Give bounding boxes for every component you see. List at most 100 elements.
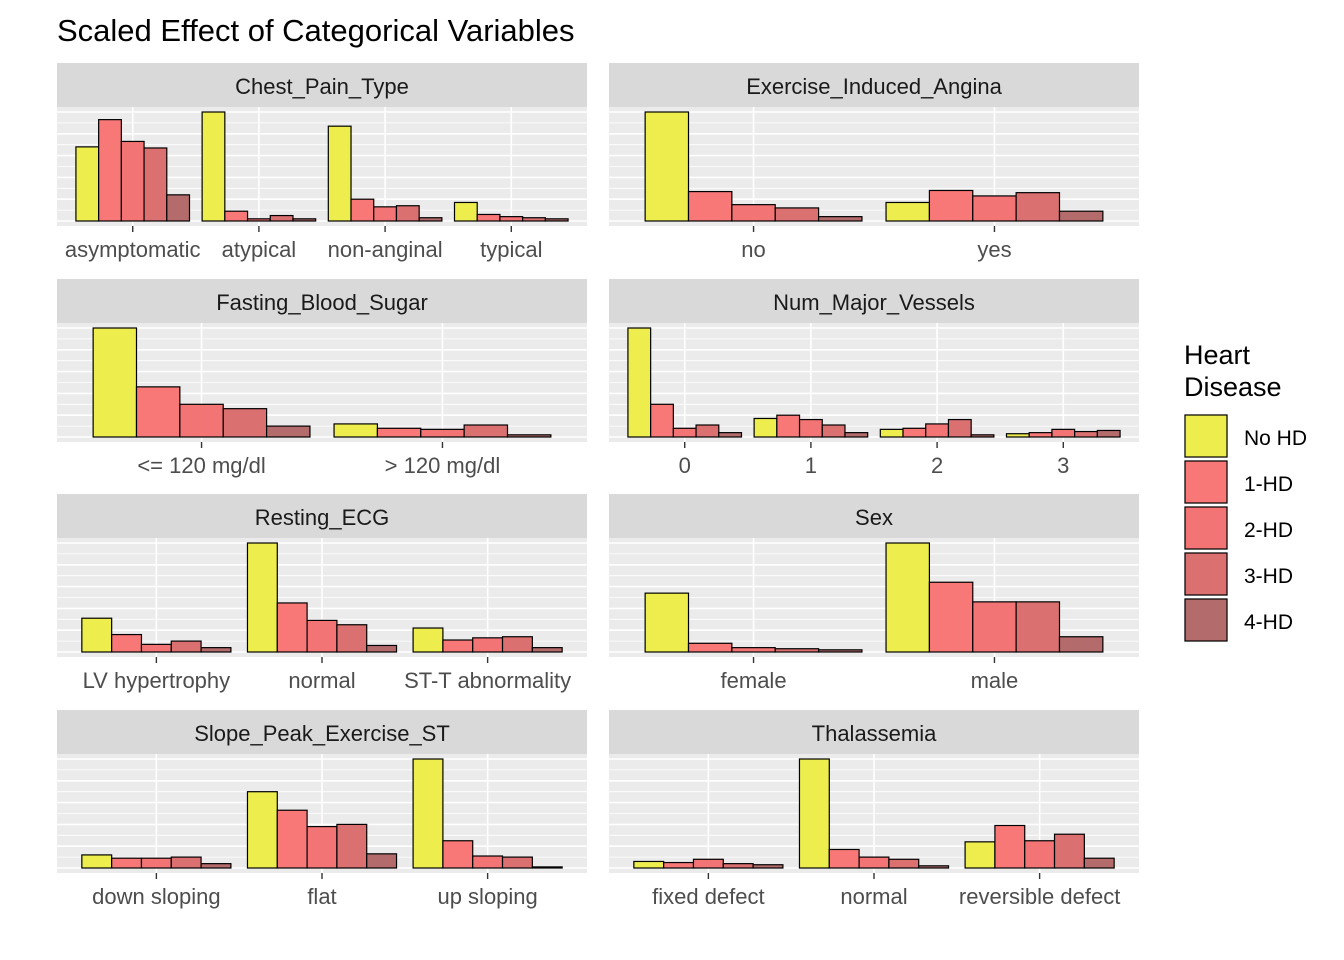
strip-label: Sex xyxy=(855,505,893,530)
bar-flat-1-hd xyxy=(276,809,308,869)
bar-yes-no-hd xyxy=(885,201,931,222)
legend-item-3-hd: 3-HD xyxy=(1184,552,1293,596)
x-tick-label: normal xyxy=(840,884,907,909)
x-tick-label: typical xyxy=(480,237,542,262)
bar-female-no-hd xyxy=(644,592,690,653)
x-tick-label: female xyxy=(721,668,787,693)
strip-background xyxy=(57,279,587,323)
legend-swatch xyxy=(1184,506,1228,550)
bar-st-t-abnormality-no-hd xyxy=(412,627,444,653)
bar-up-sloping-no-hd xyxy=(412,758,444,869)
bar-down-sloping-3-hd xyxy=(170,856,202,869)
legend-label: 3-HD xyxy=(1244,565,1293,588)
bar-0-no-hd xyxy=(627,327,652,438)
bar-normal-4-hd xyxy=(918,865,950,869)
bar-down-sloping-no-hd xyxy=(81,854,113,869)
strip-background xyxy=(57,494,587,538)
bar-fixed-defect-no-hd xyxy=(633,860,665,869)
x-tick-label: 3 xyxy=(1057,453,1069,478)
bar-lv-hypertrophy-3-hd xyxy=(170,640,202,653)
bar-down-sloping-4-hd xyxy=(200,863,232,869)
bar-reversible-defect-4-hd xyxy=(1083,857,1115,869)
bar-typical-4-hd xyxy=(544,218,569,222)
bar-1-1-hd xyxy=(776,414,801,438)
bar-fixed-defect-2-hd xyxy=(692,858,724,869)
strip-background xyxy=(609,710,1139,754)
panel-thalassemia: Thalassemia fixed defect normal reversible … xyxy=(609,710,1139,909)
legend-swatch xyxy=(1184,552,1228,596)
bar-120-mg-dl-2-hd xyxy=(179,403,224,438)
bar-lv-hypertrophy-1-hd xyxy=(111,633,143,653)
bar-reversible-defect-1-hd xyxy=(994,824,1026,869)
bar-fixed-defect-3-hd xyxy=(722,863,754,869)
bar-2-2-hd xyxy=(925,423,950,438)
bar-atypical-1-hd xyxy=(224,210,249,222)
bar-2-3-hd xyxy=(947,418,972,438)
bar-female-2-hd xyxy=(731,647,776,653)
strip-background xyxy=(609,63,1139,107)
bar-120-mg-dl-4-hd xyxy=(506,434,552,438)
x-tick-label: atypical xyxy=(222,237,297,262)
bar-st-t-abnormality-1-hd xyxy=(442,639,474,653)
bar-typical-1-hd xyxy=(476,213,501,222)
bar-1-no-hd xyxy=(753,417,778,438)
bar-typical-3-hd xyxy=(522,217,546,222)
strip-background xyxy=(57,63,587,107)
x-tick-label: > 120 mg/dl xyxy=(385,453,501,478)
bar-male-4-hd xyxy=(1058,636,1104,653)
bar-female-4-hd xyxy=(817,649,863,653)
x-tick-label: 2 xyxy=(931,453,943,478)
x-tick-label: 1 xyxy=(805,453,817,478)
legend-swatch xyxy=(1184,414,1228,458)
bar-typical-2-hd xyxy=(499,216,524,222)
legend-title: Heart xyxy=(1184,340,1251,370)
bar-120-mg-dl-1-hd xyxy=(376,427,422,438)
bar-yes-1-hd xyxy=(928,189,974,222)
bar-normal-1-hd xyxy=(276,602,308,653)
bar-asymptomatic-no-hd xyxy=(75,146,100,222)
bar-3-no-hd xyxy=(1005,433,1030,438)
bar-2-4-hd xyxy=(970,434,995,438)
x-tick-label: yes xyxy=(977,237,1011,262)
bar-asymptomatic-3-hd xyxy=(143,147,168,222)
strip-background xyxy=(57,710,587,754)
bar-male-no-hd xyxy=(885,542,931,653)
x-tick-label: non-anginal xyxy=(328,237,443,262)
x-tick-label: flat xyxy=(307,884,336,909)
strip-label: Num_Major_Vessels xyxy=(773,290,975,315)
x-tick-label: down sloping xyxy=(92,884,220,909)
bar-up-sloping-1-hd xyxy=(442,840,474,869)
bar-down-sloping-2-hd xyxy=(140,857,172,869)
bar-120-mg-dl-4-hd xyxy=(265,425,311,438)
x-tick-label: male xyxy=(971,668,1019,693)
legend-label: 1-HD xyxy=(1244,473,1293,496)
bar-normal-4-hd xyxy=(366,644,398,653)
bar-normal-3-hd xyxy=(336,624,368,653)
bar-atypical-4-hd xyxy=(292,218,317,222)
bar-3-1-hd xyxy=(1028,432,1053,438)
legend-label: 4-HD xyxy=(1244,611,1293,634)
bar-flat-no-hd xyxy=(246,791,278,869)
panel-fasting-blood-sugar: Fasting_Blood_Sugar <= 120 mg/dl > 120 mg/… xyxy=(57,279,587,478)
legend-item-4-hd: 4-HD xyxy=(1184,598,1293,642)
bar-up-sloping-4-hd xyxy=(531,866,563,869)
legend-swatch xyxy=(1184,460,1228,504)
legend-item-1-hd: 1-HD xyxy=(1184,460,1293,504)
x-tick-label: LV hypertrophy xyxy=(83,668,231,693)
bar-reversible-defect-3-hd xyxy=(1053,833,1085,869)
bar-non-anginal-4-hd xyxy=(418,217,443,222)
bar-normal-no-hd xyxy=(246,542,278,653)
bar-120-mg-dl-3-hd xyxy=(463,424,509,438)
bar-up-sloping-2-hd xyxy=(472,855,504,869)
bar-normal-no-hd xyxy=(798,758,830,869)
bar-0-2-hd xyxy=(672,427,697,438)
bar-flat-3-hd xyxy=(336,823,368,869)
bar-flat-4-hd xyxy=(366,853,398,869)
bar-0-3-hd xyxy=(695,424,720,438)
bar-no-3-hd xyxy=(774,207,820,222)
panel-num-major-vessels: Num_Major_Vessels 0 1 2 3 xyxy=(609,279,1139,478)
